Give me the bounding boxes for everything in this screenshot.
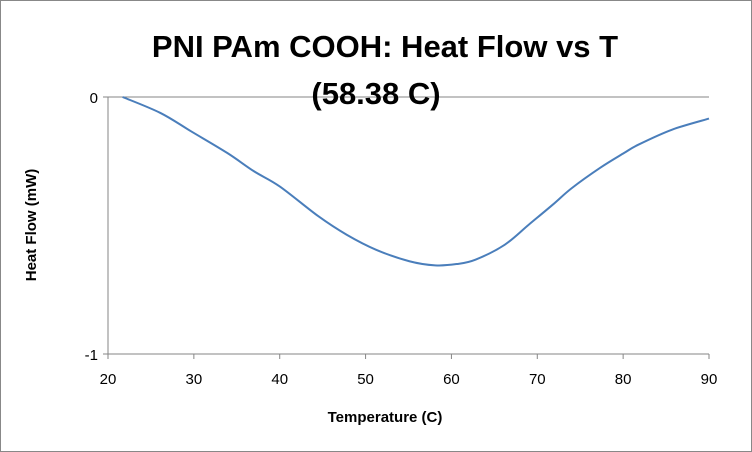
y-axis-label: Heat Flow (mW) bbox=[23, 169, 40, 282]
x-tick-label: 70 bbox=[529, 371, 546, 388]
x-tick-label: 60 bbox=[443, 371, 460, 388]
x-tick-label: 80 bbox=[615, 371, 632, 388]
chart-subtitle: (58.38 C) bbox=[311, 76, 440, 111]
series-line-heat-flow bbox=[122, 96, 710, 267]
y-tick-label: 0 bbox=[90, 90, 98, 107]
x-tick-label: 40 bbox=[271, 371, 288, 388]
x-tick-label: 30 bbox=[186, 371, 203, 388]
x-tick-label: 50 bbox=[357, 371, 374, 388]
x-tick-label: 90 bbox=[701, 371, 718, 388]
y-tick-label: -1 bbox=[85, 347, 98, 364]
x-tick-label: 20 bbox=[100, 371, 117, 388]
chart-title: PNI PAm COOH: Heat Flow vs T bbox=[152, 29, 618, 64]
x-axis-label: Temperature (C) bbox=[328, 409, 443, 426]
